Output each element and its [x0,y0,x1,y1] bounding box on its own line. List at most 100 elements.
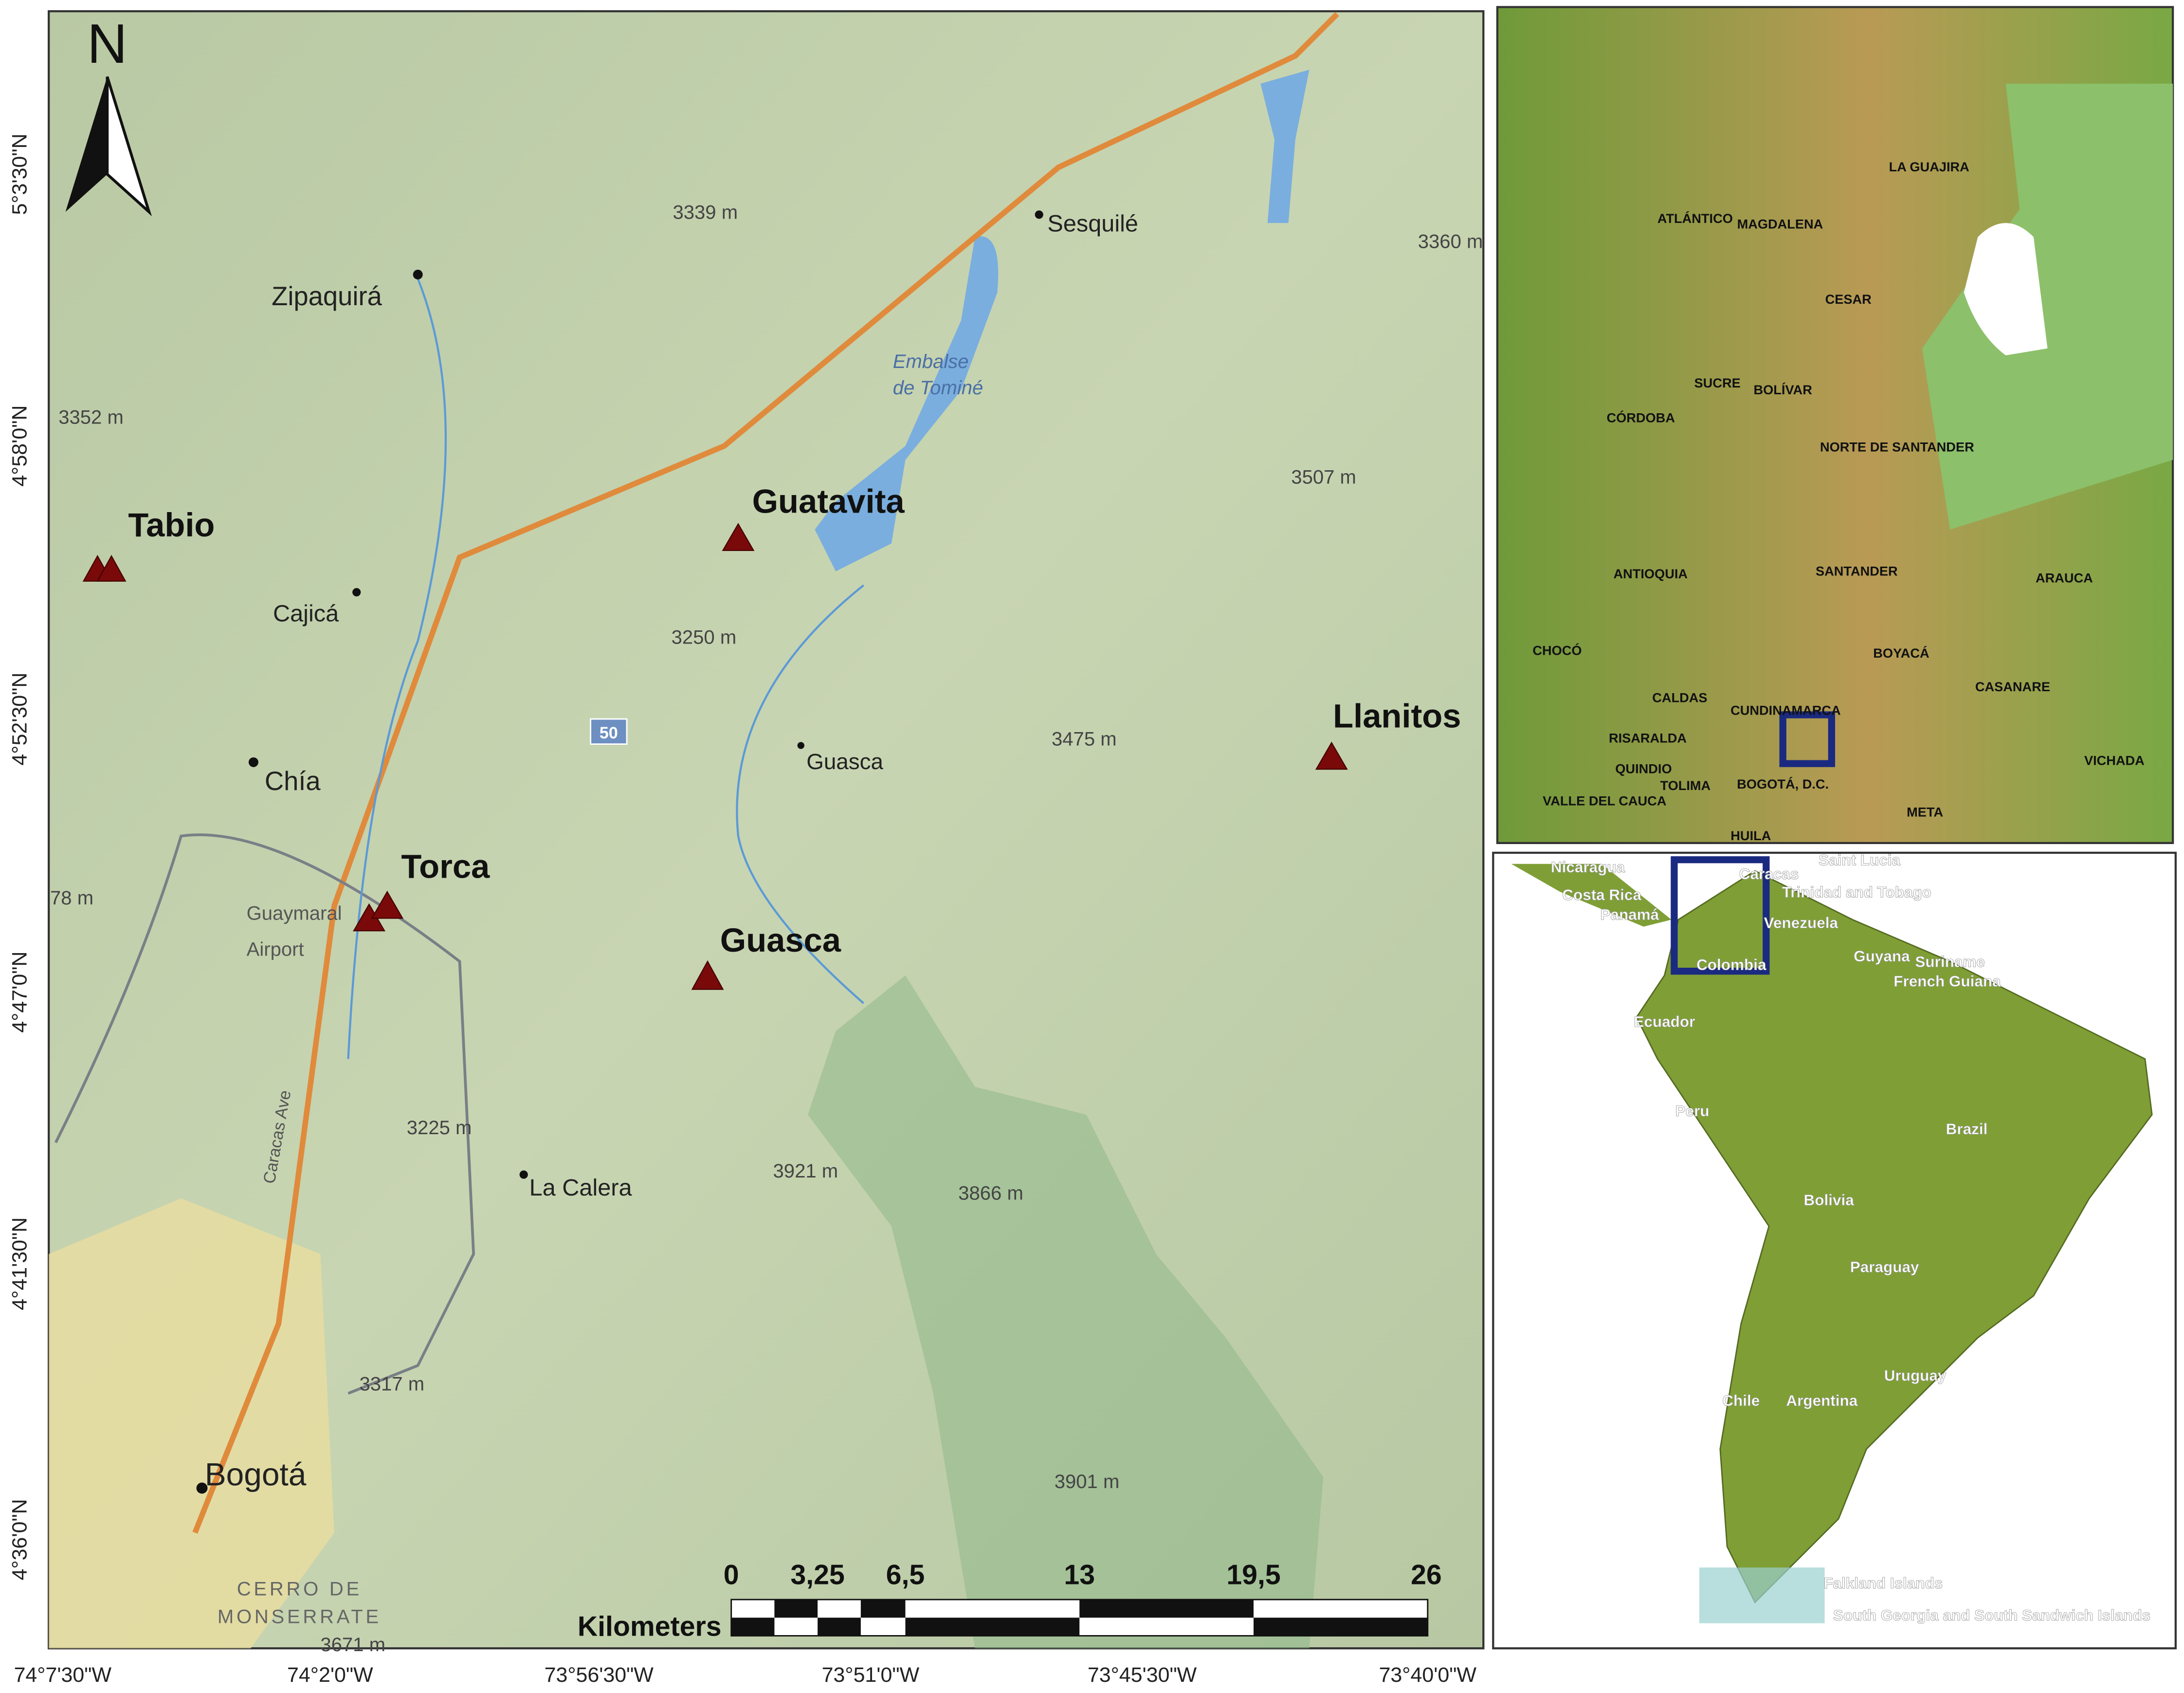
country-label: Caracas [1739,865,1799,883]
lon-label: 73°40'0"W [1379,1663,1477,1687]
country-label: Nicaragua [1551,859,1625,876]
department-label: TOLIMA [1660,778,1711,793]
department-label: CASANARE [1975,679,2050,694]
highway [192,12,1339,1534]
town-label: Zipaquirá [272,281,382,311]
site-label: Guatavita [752,482,905,520]
elevation: 3921 m [773,1160,838,1182]
scale-tick: 6,5 [886,1560,925,1591]
site-markers [82,523,1348,990]
town-label: Chía [265,766,321,796]
forest-area [808,975,1324,1649]
site-label: Tabio [128,506,215,544]
elevation: 3352 m [58,406,124,428]
colombia-box [1671,856,1770,975]
department-label: CESAR [1825,292,1872,307]
department-label: MAGDALENA [1737,217,1823,232]
elevation: 3901 m [1055,1471,1120,1492]
lat-label: 4°58'0"N [8,405,31,487]
country-label: Peru [1675,1103,1710,1120]
department-label: QUINDIO [1615,761,1672,776]
country-label: Falkland Islands [1823,1575,1943,1592]
lake-maracaibo [1964,223,2048,356]
town-dots [196,210,1043,1494]
lon-label: 73°56'30"W [545,1663,654,1687]
central-america [1511,864,1672,927]
south-america-inset: Nicaragua Costa Rica Panamá Caracas Saint Lu… [1492,851,2177,1650]
department-label: HUILA [1730,828,1771,843]
town-label: Bogotá [205,1456,307,1492]
department-label: CUNDINAMARCA [1730,703,1841,718]
north-label: N [87,13,127,75]
scale-tick: 13 [1064,1560,1095,1591]
country-label: Panamá [1600,906,1659,923]
department-label: NORTE DE SANTANDER [1820,440,1974,455]
elevation: 3339 m [673,202,738,223]
scale-tick: 3,25 [790,1560,844,1591]
elevation: 78 m [50,887,93,909]
river [736,584,865,1004]
lake-label: de Tominé [893,377,983,399]
lon-label: 74°7'30"W [14,1663,112,1687]
department-label: META [1907,804,1943,819]
mountain-label: CERRO DE [237,1578,362,1600]
mountain-label: MONSERRATE [218,1606,382,1628]
colombia-inset: LA GUAJIRA ATLÁNTICO MAGDALENA CESAR SUCRE BO… [1496,6,2174,844]
elevation: 3671 m [320,1634,385,1656]
scale-bar: 0 3,25 6,5 13 19,5 26 Kilometers [578,1560,1442,1642]
department-label: VALLE DEL CAUCA [1543,793,1666,809]
country-label: French Guiana [1893,973,2001,990]
lake [1260,70,1310,223]
country-label: Trinidad and Tobago [1782,883,1931,901]
tierra-del-fuego [1699,1567,1825,1623]
town-label: Sesquilé [1047,210,1138,237]
country-label: South Georgia and South Sandwich Islands [1833,1607,2150,1624]
scale-unit: Kilometers [578,1611,722,1642]
department-label: BOYACÁ [1873,645,1929,661]
lon-label: 73°45'30"W [1088,1663,1197,1687]
country-label: Venezuela [1764,914,1838,931]
lowland [1922,83,2173,530]
town-label: La Calera [529,1175,633,1201]
department-label: ARAUCA [2036,570,2093,586]
department-label: BOGOTÁ, D.C. [1737,776,1829,791]
department-label: ANTIOQUIA [1613,566,1688,581]
department-label: CALDAS [1652,690,1707,705]
country-label: Ecuador [1634,1013,1695,1031]
department-label: VICHADA [2084,753,2145,768]
elevation: 3250 m [672,627,737,648]
elevation: 3360 m [1418,231,1483,253]
country-label: Guyana [1854,948,1910,965]
country-labels: Nicaragua Costa Rica Panamá Caracas Saint Lu… [1550,851,2150,1624]
country-label: Suriname [1915,954,1984,971]
department-label: ATLÁNTICO [1657,211,1733,226]
department-label: BOLÍVAR [1754,382,1813,397]
study-area-box [1779,711,1836,767]
lat-label: 4°41'30"N [8,1217,31,1310]
river [347,278,447,1059]
country-label: Brazil [1946,1121,1988,1138]
country-label: Argentina [1786,1392,1857,1409]
department-label: SUCRE [1694,375,1741,390]
scale-tick: 26 [1411,1560,1442,1591]
site-label: Llanitos [1333,697,1461,735]
elevation: 3475 m [1052,728,1117,750]
country-label: Costa Rica [1562,886,1641,903]
country-label: Chile [1722,1392,1760,1409]
department-labels: LA GUAJIRA ATLÁNTICO MAGDALENA CESAR SUCRE BO… [1532,159,2144,843]
lon-label: 73°51'0"W [822,1663,920,1687]
elevation: 3507 m [1291,466,1356,488]
elevation: 3866 m [958,1183,1023,1204]
urban-area [49,1198,334,1649]
route-number: 50 [600,724,618,742]
elevation: 3317 m [359,1374,424,1395]
latitude-labels: 5°3'30"N 4°58'0"N 4°52'30"N 4°47'0"N 4°4… [8,133,31,1580]
lake-label: Embalse [893,351,969,372]
country-label: Saint Lucia [1819,852,1900,869]
lat-label: 4°52'30"N [8,673,31,766]
scale-tick: 19,5 [1226,1560,1280,1591]
main-map: 50 Tabio Guatavita Llanitos Torca Guasca… [8,10,1485,1687]
town-label: Cajicá [273,601,339,627]
